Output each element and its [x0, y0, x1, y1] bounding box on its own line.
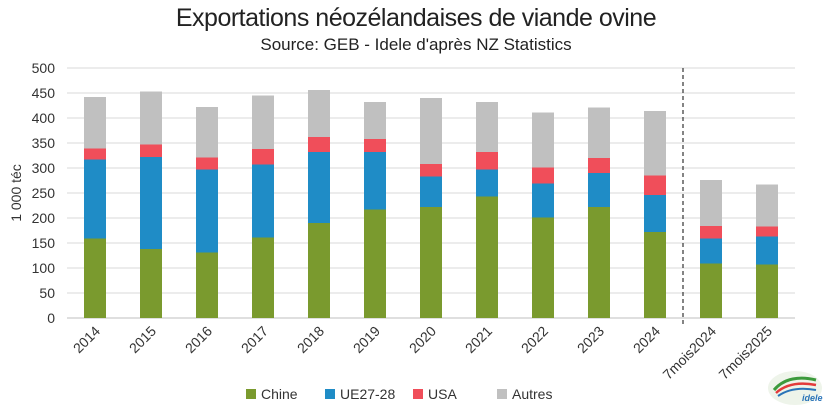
bar-ue27-28-2014 — [84, 159, 106, 239]
y-tick-label: 450 — [32, 85, 56, 101]
bar-chine-2023 — [588, 207, 610, 318]
x-tick-label: 2014 — [70, 323, 103, 356]
bar-usa-2019 — [364, 139, 386, 152]
svg-text:idele: idele — [802, 393, 823, 403]
bar-usa-7mois2025 — [756, 226, 778, 237]
bar-chine-2021 — [476, 196, 498, 318]
bar-autres-2016 — [196, 107, 218, 158]
bar-usa-2023 — [588, 158, 610, 173]
bar-ue27-28-2016 — [196, 169, 218, 253]
legend-swatch — [325, 389, 335, 399]
bar-usa-2018 — [308, 137, 330, 152]
bar-autres-2024 — [644, 111, 666, 176]
bar-ue27-28-2018 — [308, 152, 330, 223]
y-tick-label: 300 — [32, 160, 56, 176]
x-tick-label: 7mois2024 — [659, 323, 719, 383]
bar-usa-2024 — [644, 175, 666, 195]
bar-chine-2020 — [420, 207, 442, 318]
x-tick-label: 2021 — [462, 323, 495, 356]
bar-ue27-28-7mois2024 — [700, 238, 722, 264]
legend-label: Autres — [512, 386, 552, 402]
bar-autres-2023 — [588, 107, 610, 158]
x-tick-label: 2022 — [518, 323, 551, 356]
bar-usa-2021 — [476, 152, 498, 170]
bar-usa-2022 — [532, 167, 554, 184]
bar-autres-2015 — [140, 91, 162, 145]
bar-chine-2018 — [308, 223, 330, 318]
bar-ue27-28-2023 — [588, 173, 610, 207]
y-tick-label: 150 — [32, 235, 56, 251]
x-tick-label: 2018 — [294, 323, 327, 356]
y-axis-label: 1 000 téc — [8, 164, 24, 222]
bar-usa-7mois2024 — [700, 226, 722, 239]
legend-label: UE27-28 — [340, 386, 395, 402]
chart-title: Exportations néozélandaises de viande ov… — [175, 4, 657, 32]
bar-autres-2018 — [308, 90, 330, 137]
bar-chine-2017 — [252, 237, 274, 318]
bar-usa-2020 — [420, 164, 442, 177]
bar-autres-2021 — [476, 102, 498, 152]
idele-logo: idele — [766, 368, 824, 408]
bar-chine-2024 — [644, 232, 666, 318]
bar-chine-2019 — [364, 209, 386, 318]
bar-chine-2014 — [84, 238, 106, 318]
bar-autres-7mois2024 — [700, 180, 722, 226]
bar-chine-2016 — [196, 252, 218, 318]
bar-ue27-28-2017 — [252, 164, 274, 238]
y-tick-label: 250 — [32, 185, 56, 201]
y-tick-label: 50 — [39, 285, 55, 301]
bar-ue27-28-2021 — [476, 169, 498, 197]
bar-autres-2019 — [364, 102, 386, 139]
bar-usa-2014 — [84, 148, 106, 160]
bar-usa-2015 — [140, 144, 162, 157]
y-tick-label: 400 — [32, 110, 56, 126]
x-tick-label: 2016 — [182, 323, 215, 356]
legend-swatch — [246, 389, 256, 399]
legend-swatch — [413, 389, 423, 399]
bar-chine-2015 — [140, 249, 162, 318]
bar-autres-2020 — [420, 98, 442, 164]
bar-autres-7mois2025 — [756, 184, 778, 227]
x-tick-label: 2019 — [350, 323, 383, 356]
legend-label: Chine — [261, 386, 298, 402]
bar-ue27-28-7mois2025 — [756, 236, 778, 265]
bar-ue27-28-2020 — [420, 176, 442, 207]
x-tick-label: 2020 — [406, 323, 439, 356]
y-tick-label: 500 — [32, 60, 56, 76]
bar-chine-7mois2024 — [700, 263, 722, 318]
bar-ue27-28-2024 — [644, 195, 666, 232]
y-tick-label: 200 — [32, 210, 56, 226]
bar-autres-2022 — [532, 112, 554, 168]
x-tick-label: 2023 — [574, 323, 607, 356]
x-tick-label: 2024 — [630, 323, 663, 356]
legend-label: USA — [428, 386, 457, 402]
legend-swatch — [497, 389, 507, 399]
bar-chine-7mois2025 — [756, 264, 778, 318]
bar-ue27-28-2015 — [140, 157, 162, 249]
x-tick-label: 2017 — [238, 323, 271, 356]
bar-autres-2017 — [252, 95, 274, 149]
bar-ue27-28-2019 — [364, 152, 386, 210]
y-tick-label: 0 — [47, 310, 55, 326]
bar-usa-2016 — [196, 157, 218, 170]
y-tick-label: 100 — [32, 260, 56, 276]
chart-subtitle: Source: GEB - Idele d'après NZ Statistic… — [260, 35, 572, 54]
x-tick-label: 2015 — [126, 323, 159, 356]
bar-usa-2017 — [252, 149, 274, 165]
bar-ue27-28-2022 — [532, 183, 554, 218]
bar-autres-2014 — [84, 97, 106, 149]
bar-chine-2022 — [532, 217, 554, 318]
y-tick-label: 350 — [32, 135, 56, 151]
